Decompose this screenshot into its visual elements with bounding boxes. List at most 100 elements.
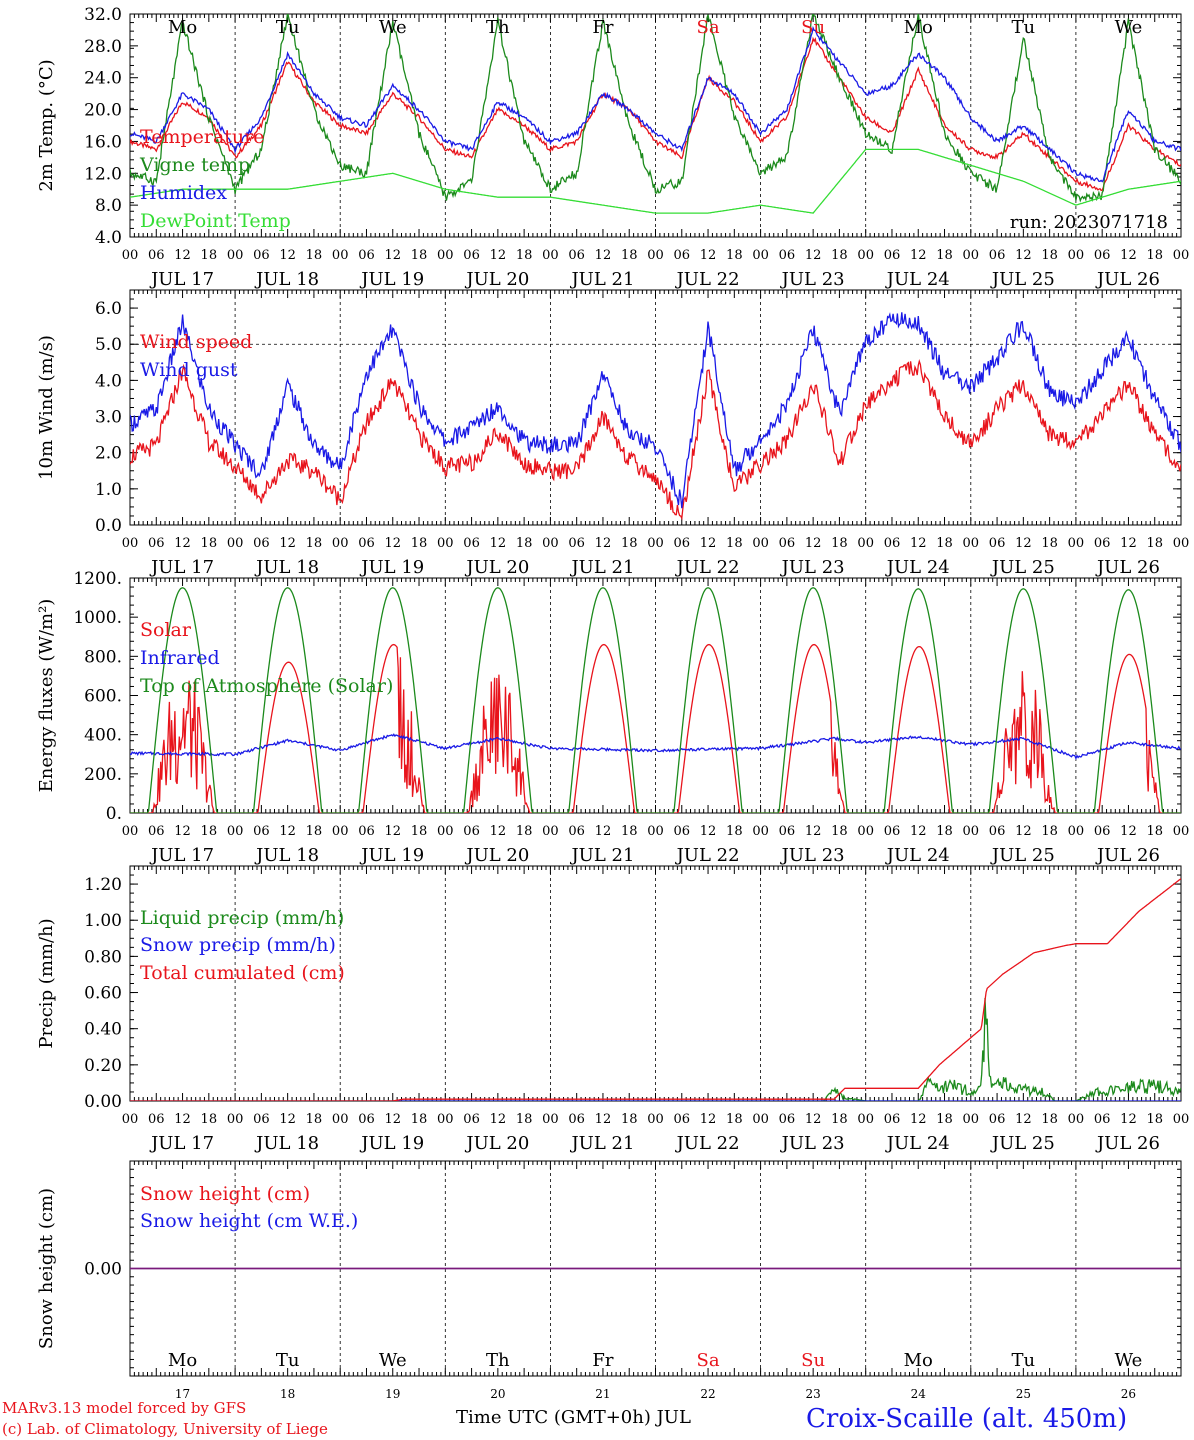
y-axis-label: 10m Wind (m/s) bbox=[36, 335, 57, 480]
day-name: Th bbox=[486, 17, 510, 38]
model-credit: MARv3.13 model forced by GFS bbox=[2, 1399, 246, 1417]
hour-tick-label: 18 bbox=[831, 536, 848, 551]
day-number: 17 bbox=[175, 1387, 190, 1401]
day-name: Su bbox=[801, 17, 825, 38]
y-tick-label: 5.0 bbox=[95, 335, 122, 355]
day-name: Mo bbox=[904, 17, 933, 38]
hour-tick-label: 12 bbox=[1120, 248, 1137, 263]
y-axis-label: 2m Temp. (°C) bbox=[36, 59, 57, 191]
hour-tick-label: 18 bbox=[831, 824, 848, 839]
y-tick-label: 0.80 bbox=[84, 947, 122, 967]
date-label: JUL 25 bbox=[990, 845, 1055, 866]
hour-tick-label: 06 bbox=[674, 824, 691, 839]
panel-3: 0. 200. 400. 600. 800. 1000. 1200. Energy fluxe… bbox=[36, 569, 1189, 866]
date-label: JUL 24 bbox=[885, 557, 950, 578]
day-number: 26 bbox=[1121, 1387, 1136, 1401]
hour-tick-label: 12 bbox=[490, 536, 507, 551]
day-name: We bbox=[1115, 17, 1143, 38]
plot-frame bbox=[129, 13, 1182, 238]
hour-tick-label: 12 bbox=[490, 248, 507, 263]
hour-tick-label: 06 bbox=[463, 824, 480, 839]
hour-tick-label: 12 bbox=[174, 536, 191, 551]
hour-tick-label: 18 bbox=[306, 1112, 323, 1127]
panel-2: 0.0 1.0 2.0 3.0 4.0 5.0 6.0 10m Wind (m/s) Wind … bbox=[36, 289, 1189, 578]
y-tick-label: 3.0 bbox=[95, 408, 122, 428]
hour-tick-label: 18 bbox=[621, 248, 638, 263]
date-label: JUL 22 bbox=[675, 269, 740, 290]
hour-tick-label: 06 bbox=[568, 1112, 585, 1127]
y-tick-label: 1.20 bbox=[84, 875, 122, 895]
y-tick-label: 1000. bbox=[73, 608, 122, 628]
hour-tick-label: 12 bbox=[910, 824, 927, 839]
legend-entry: Temperature bbox=[140, 126, 264, 148]
hour-tick-label: 18 bbox=[201, 824, 218, 839]
hour-tick-label: 00 bbox=[542, 1112, 559, 1127]
hour-tick-label: 18 bbox=[516, 536, 533, 551]
hour-tick-label: 00 bbox=[542, 536, 559, 551]
legend-entry: Vigne temp bbox=[139, 154, 250, 176]
hour-tick-label: 18 bbox=[1146, 1112, 1163, 1127]
hour-tick-label: 12 bbox=[700, 248, 717, 263]
hour-tick-label: 12 bbox=[1015, 1112, 1032, 1127]
hour-tick-label: 00 bbox=[1068, 536, 1085, 551]
day-number: 25 bbox=[1016, 1387, 1031, 1401]
hour-tick-label: 00 bbox=[1173, 1112, 1190, 1127]
day-name: Tu bbox=[1012, 1350, 1036, 1371]
hour-tick-label: 18 bbox=[831, 248, 848, 263]
legend-entry: Humidex bbox=[140, 182, 227, 204]
series-humidex bbox=[130, 25, 1181, 183]
series-liquid-precip-mm-h- bbox=[130, 997, 1181, 1101]
hour-tick-label: 18 bbox=[621, 1112, 638, 1127]
hour-tick-label: 18 bbox=[306, 824, 323, 839]
hour-tick-label: 00 bbox=[857, 1112, 874, 1127]
date-label: JUL 19 bbox=[359, 269, 424, 290]
y-tick-label: 8.0 bbox=[95, 196, 122, 216]
day-name: Fr bbox=[592, 17, 613, 38]
hour-tick-label: 18 bbox=[726, 536, 743, 551]
hour-tick-label: 06 bbox=[1094, 1112, 1111, 1127]
day-name: We bbox=[379, 17, 407, 38]
hour-tick-label: 12 bbox=[279, 536, 296, 551]
legend-entry: Snow precip (mm/h) bbox=[140, 934, 336, 956]
hour-tick-label: 18 bbox=[726, 1112, 743, 1127]
hour-tick-label: 00 bbox=[1173, 248, 1190, 263]
hour-tick-label: 12 bbox=[805, 824, 822, 839]
hour-tick-label: 18 bbox=[1146, 248, 1163, 263]
y-axis-label: Energy fluxes (W/m²) bbox=[36, 599, 57, 793]
y-tick-label: 0.00 bbox=[84, 1260, 122, 1280]
hour-tick-label: 06 bbox=[1094, 824, 1111, 839]
day-number: 24 bbox=[911, 1387, 927, 1401]
date-label: JUL 23 bbox=[780, 269, 845, 290]
hour-tick-label: 06 bbox=[253, 248, 270, 263]
hour-tick-label: 18 bbox=[516, 248, 533, 263]
date-label: JUL 24 bbox=[885, 269, 950, 290]
y-tick-label: 800. bbox=[84, 647, 122, 667]
panel-5: 0.00 Snow height (cm) Snow height (cm) Snow… bbox=[36, 1160, 1182, 1401]
hour-tick-label: 12 bbox=[384, 1112, 401, 1127]
hour-tick-label: 06 bbox=[1094, 248, 1111, 263]
series-infrared bbox=[130, 733, 1181, 761]
legend-entry: Top of Atmosphere (Solar) bbox=[140, 675, 393, 697]
day-number: 18 bbox=[280, 1387, 295, 1401]
day-number: 21 bbox=[595, 1387, 610, 1401]
hour-tick-label: 12 bbox=[700, 1112, 717, 1127]
hour-tick-label: 12 bbox=[1015, 824, 1032, 839]
hour-tick-label: 00 bbox=[647, 824, 664, 839]
hour-tick-label: 00 bbox=[963, 824, 980, 839]
hour-tick-label: 18 bbox=[411, 1112, 428, 1127]
day-number: 23 bbox=[806, 1387, 821, 1401]
hour-tick-label: 12 bbox=[910, 536, 927, 551]
y-tick-label: 0.60 bbox=[84, 984, 122, 1004]
hour-tick-label: 00 bbox=[122, 824, 139, 839]
date-label: JUL 19 bbox=[359, 557, 424, 578]
y-tick-label: 200. bbox=[84, 765, 122, 785]
series-group bbox=[130, 878, 1181, 1101]
hour-tick-label: 12 bbox=[805, 536, 822, 551]
hour-tick-label: 18 bbox=[306, 248, 323, 263]
hour-tick-label: 06 bbox=[358, 248, 375, 263]
day-name: We bbox=[379, 1350, 407, 1371]
legend-entry: Snow height (cm W.E.) bbox=[140, 1210, 358, 1232]
hour-tick-label: 06 bbox=[779, 536, 796, 551]
hour-tick-label: 12 bbox=[490, 824, 507, 839]
run-annotation: run: 2023071718 bbox=[1010, 212, 1168, 233]
